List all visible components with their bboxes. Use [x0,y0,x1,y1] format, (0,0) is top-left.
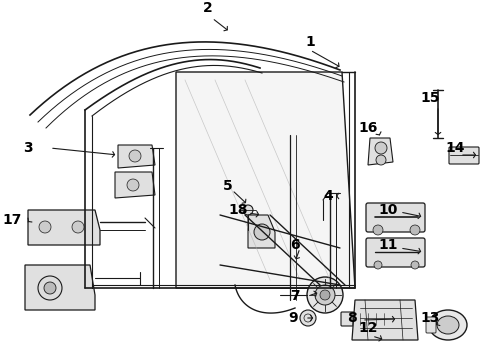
Text: 12: 12 [358,321,378,335]
Ellipse shape [437,316,459,334]
Circle shape [127,179,139,191]
FancyBboxPatch shape [449,147,479,164]
Circle shape [44,282,56,294]
Circle shape [320,290,330,300]
Circle shape [129,150,141,162]
Polygon shape [352,300,418,340]
Circle shape [39,221,51,233]
Text: 3: 3 [23,141,33,155]
Text: 14: 14 [445,141,465,155]
Polygon shape [368,138,393,165]
Circle shape [375,142,387,154]
Text: 6: 6 [290,238,300,252]
Circle shape [38,276,62,300]
Text: 15: 15 [420,91,440,105]
Polygon shape [176,72,355,288]
Circle shape [373,225,383,235]
Circle shape [315,285,335,305]
Circle shape [410,225,420,235]
Text: 5: 5 [223,179,233,193]
Text: 7: 7 [290,289,300,303]
Polygon shape [248,215,275,248]
FancyBboxPatch shape [426,317,436,333]
Text: 11: 11 [378,238,398,252]
Text: 13: 13 [420,311,440,325]
Text: 17: 17 [2,213,22,227]
Text: 1: 1 [305,35,315,49]
Circle shape [254,224,270,240]
Ellipse shape [429,310,467,340]
Text: 16: 16 [358,121,378,135]
Text: 8: 8 [347,311,357,325]
Circle shape [411,261,419,269]
Polygon shape [118,145,155,168]
Text: 9: 9 [288,311,298,325]
Polygon shape [115,172,155,198]
Text: 2: 2 [203,1,213,15]
Text: 18: 18 [228,203,248,217]
Circle shape [376,155,386,165]
FancyBboxPatch shape [341,312,398,326]
Text: 10: 10 [378,203,398,217]
Circle shape [374,261,382,269]
Circle shape [243,205,253,215]
Circle shape [307,277,343,313]
Polygon shape [25,265,95,310]
FancyBboxPatch shape [366,238,425,267]
Text: 4: 4 [323,189,333,203]
Polygon shape [28,210,100,245]
Circle shape [300,310,316,326]
FancyBboxPatch shape [366,203,425,232]
Circle shape [72,221,84,233]
